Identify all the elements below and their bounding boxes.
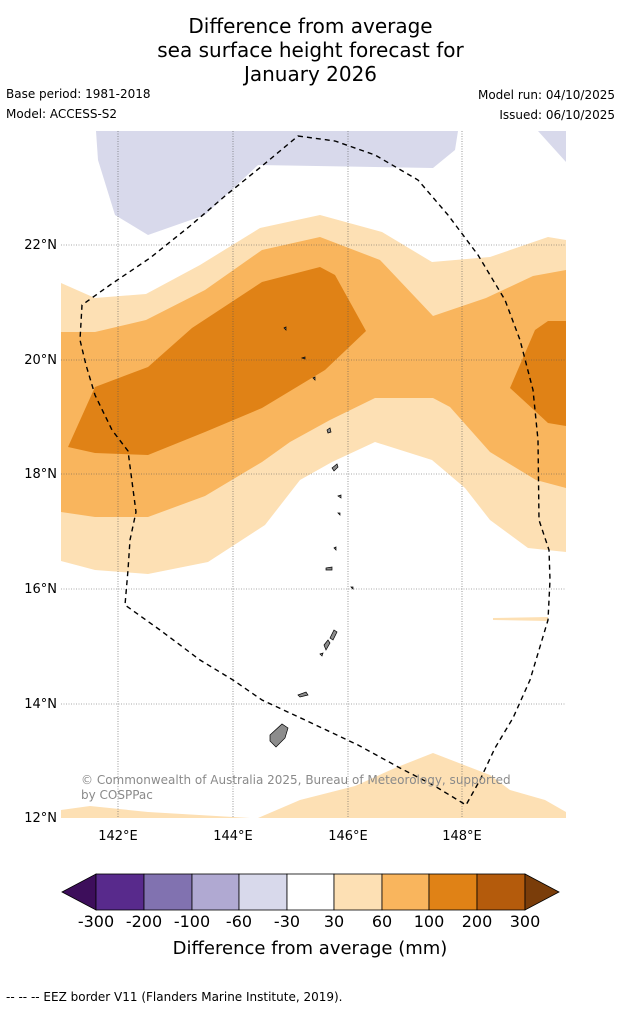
colorbar-extend-low	[61, 873, 97, 911]
lat-label-18n: 18°N	[24, 467, 57, 482]
title-line-2: sea surface height forecast for	[157, 38, 464, 62]
contour-30-60-south	[61, 806, 250, 818]
gridlines	[61, 131, 566, 818]
copyright-line-2: by COSPPac	[81, 788, 153, 802]
contour-30-60-patch-east	[493, 617, 548, 621]
island-sarigan	[333, 546, 337, 551]
colorbar-tick-label: 100	[414, 912, 445, 931]
colorbar-tick-label: 200	[462, 912, 493, 931]
colorbar-tick-label: 60	[372, 912, 392, 931]
copyright-line-1: © Commonwealth of Australia 2025, Bureau…	[81, 773, 511, 787]
colorbar-extend-high	[524, 873, 560, 911]
title-line-1: Difference from average	[188, 14, 433, 38]
contour-100-200	[68, 267, 366, 455]
chart-title: Difference from average sea surface heig…	[0, 14, 621, 86]
colorbar-tick-label: -60	[226, 912, 252, 931]
island-pagan	[331, 463, 339, 472]
colorbar-tick-label: -30	[274, 912, 300, 931]
island-farallon	[283, 326, 287, 331]
island-agrihan	[326, 427, 332, 434]
lat-label-22n: 22°N	[24, 238, 57, 253]
colorbar-title: Difference from average (mm)	[173, 938, 448, 959]
longitude-labels: 142°E 144°E 146°E 148°E	[98, 829, 482, 844]
island-guguan	[337, 512, 341, 516]
eez-border-legend: -- -- -- EEZ border V11 (Flanders Marine…	[6, 990, 343, 1004]
contour-100-200-east	[510, 321, 566, 426]
colorbar-tick-label: -300	[78, 912, 114, 931]
islands	[269, 326, 354, 748]
contour-60-100	[61, 237, 566, 517]
colorbar: -300 -200 -100 -60 -30 30 60 100 200 300…	[61, 873, 560, 959]
contour-neg-30-north	[96, 131, 458, 235]
map-panel: © Commonwealth of Australia 2025, Bureau…	[61, 131, 566, 818]
lon-label-148e: 148°E	[442, 829, 482, 844]
island-rota	[297, 691, 309, 698]
island-anatahan	[325, 566, 333, 571]
base-period-label: Base period: 1981-2018	[6, 87, 151, 101]
colorbar-bin-8	[428, 873, 478, 911]
colorbar-bin-4	[238, 873, 288, 911]
island-asuncion	[312, 376, 316, 381]
colorbar-tick-label: 300	[510, 912, 541, 931]
island-saipan	[329, 629, 338, 641]
lat-label-12n: 12°N	[24, 811, 57, 826]
lon-label-144e: 144°E	[213, 829, 253, 844]
colorbar-tick-label: 30	[324, 912, 344, 931]
contour-30-60-southeast	[258, 753, 566, 818]
colorbar-bin-1	[95, 873, 145, 911]
lat-label-14n: 14°N	[24, 697, 57, 712]
lat-label-16n: 16°N	[24, 582, 57, 597]
island-medinilla	[350, 586, 354, 590]
colorbar-bin-9	[476, 873, 526, 911]
map-figure: © Commonwealth of Australia 2025, Bureau…	[24, 131, 566, 959]
island-alamagan	[337, 494, 342, 499]
lon-label-146e: 146°E	[328, 829, 368, 844]
issued-label: Issued: 06/10/2025	[499, 108, 615, 122]
model-run-label: Model run: 04/10/2025	[477, 88, 615, 102]
colorbar-bin-6	[333, 873, 383, 911]
colorbar-bin-5	[286, 873, 335, 911]
island-maug	[300, 356, 306, 360]
lon-label-142e: 142°E	[98, 829, 138, 844]
colorbar-tick-label: -200	[126, 912, 162, 931]
eez-border	[79, 135, 551, 806]
colorbar-tick-label: -100	[174, 912, 210, 931]
colorbar-bin-7	[381, 873, 430, 911]
contour-neg-30-northeast	[538, 131, 566, 162]
title-line-3: January 2026	[243, 62, 378, 86]
colorbar-bin-3	[191, 873, 240, 911]
latitude-labels: 22°N 20°N 18°N 16°N 14°N 12°N	[24, 238, 57, 826]
lat-label-20n: 20°N	[24, 353, 57, 368]
island-aguijan	[319, 652, 324, 657]
island-guam	[269, 723, 289, 748]
island-tinian	[323, 639, 331, 651]
colorbar-bin-2	[143, 873, 193, 911]
model-label: Model: ACCESS-S2	[6, 107, 118, 121]
